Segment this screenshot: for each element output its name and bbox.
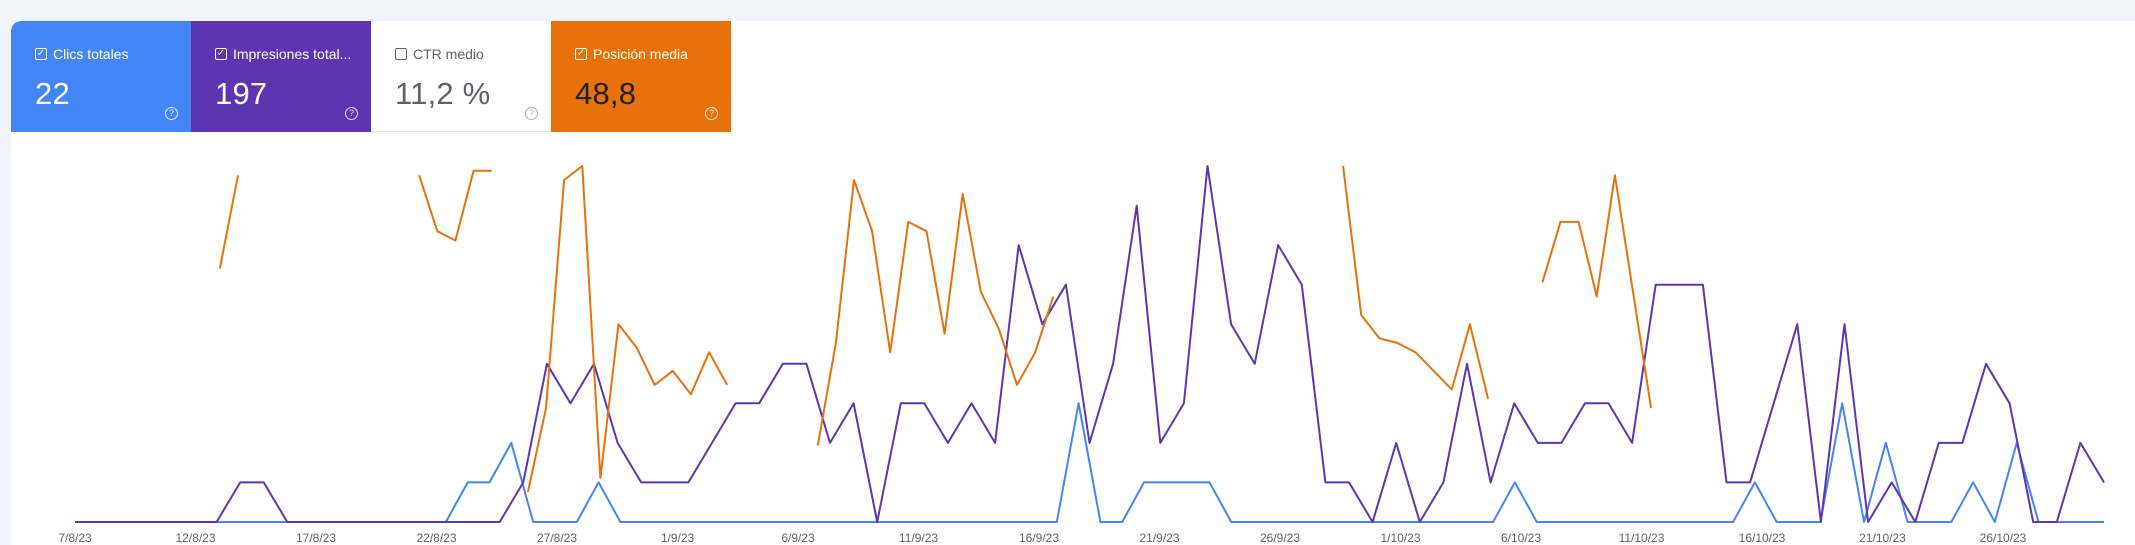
metric-value: 197 — [215, 76, 268, 111]
performance-line-chart: 7/8/23 12/8/23 17/8/23 22/8/23 27/8/23 1/9/23… — [58, 165, 2105, 545]
x-tick-label: 1/9/23 — [661, 531, 695, 545]
x-tick-label: 27/8/23 — [537, 531, 577, 545]
metric-value: 48,8 — [575, 76, 637, 111]
help-circle-icon[interactable]: ? — [345, 107, 358, 120]
series-line-2 — [1342, 165, 1490, 400]
x-tick-label: 6/9/23 — [781, 531, 815, 545]
x-tick-label: 11/10/23 — [1619, 531, 1665, 545]
x-tick-label: 7/8/23 — [58, 531, 92, 545]
metric-value: 11,2 % — [395, 76, 491, 111]
metric-card-average-ctr[interactable]: CTR medio 11,2 % ? — [371, 21, 551, 132]
x-tick-label: 26/10/23 — [1980, 531, 2027, 545]
x-tick-label: 17/8/23 — [296, 531, 336, 545]
metric-card-total-clicks[interactable]: ✓ Clics totales 22 ? — [11, 21, 191, 132]
metric-label: Posición media — [593, 46, 688, 62]
x-tick-label: 21/9/23 — [1139, 531, 1179, 545]
checkbox-unchecked-icon[interactable] — [395, 48, 407, 60]
series-line-2 — [526, 165, 729, 493]
metric-selector: ✓ Clics totales 22 ? ✓ Impresiones total… — [11, 21, 731, 132]
series-line-2 — [418, 169, 492, 242]
checkbox-checked-icon[interactable]: ✓ — [35, 48, 47, 60]
performance-chart-card: 7/8/23 12/8/23 17/8/23 22/8/23 27/8/23 1/9/23… — [11, 21, 2135, 545]
checkbox-checked-icon[interactable]: ✓ — [215, 48, 227, 60]
metric-value: 22 — [35, 76, 70, 111]
series-line-2 — [816, 179, 1055, 446]
metric-label: Impresiones total... — [233, 46, 352, 62]
checkbox-checked-icon[interactable]: ✓ — [575, 48, 587, 60]
x-tick-label: 26/9/23 — [1260, 531, 1300, 545]
help-circle-icon[interactable]: ? — [705, 107, 718, 120]
series-line-1 — [75, 165, 2105, 523]
help-circle-icon[interactable]: ? — [165, 107, 178, 120]
x-tick-label: 22/8/23 — [416, 531, 456, 545]
x-tick-label: 6/10/23 — [1501, 531, 1541, 545]
x-tick-label: 11/9/23 — [899, 531, 938, 545]
x-tick-label: 21/10/23 — [1859, 531, 1906, 545]
help-circle-icon[interactable]: ? — [525, 107, 538, 120]
series-line-0 — [75, 402, 2104, 523]
series-line-2 — [1541, 174, 1653, 409]
metric-card-average-position[interactable]: ✓ Posición media 48,8 ? — [551, 21, 731, 132]
series-line-2 — [218, 175, 239, 269]
x-tick-label: 1/10/23 — [1380, 531, 1420, 545]
metric-label: Clics totales — [53, 46, 129, 62]
x-tick-label: 12/8/23 — [175, 531, 215, 545]
metric-card-total-impressions[interactable]: ✓ Impresiones total... 197 ? — [191, 21, 371, 132]
metric-label: CTR medio — [413, 46, 484, 62]
x-tick-label: 16/10/23 — [1739, 531, 1786, 545]
x-tick-label: 16/9/23 — [1019, 531, 1059, 545]
